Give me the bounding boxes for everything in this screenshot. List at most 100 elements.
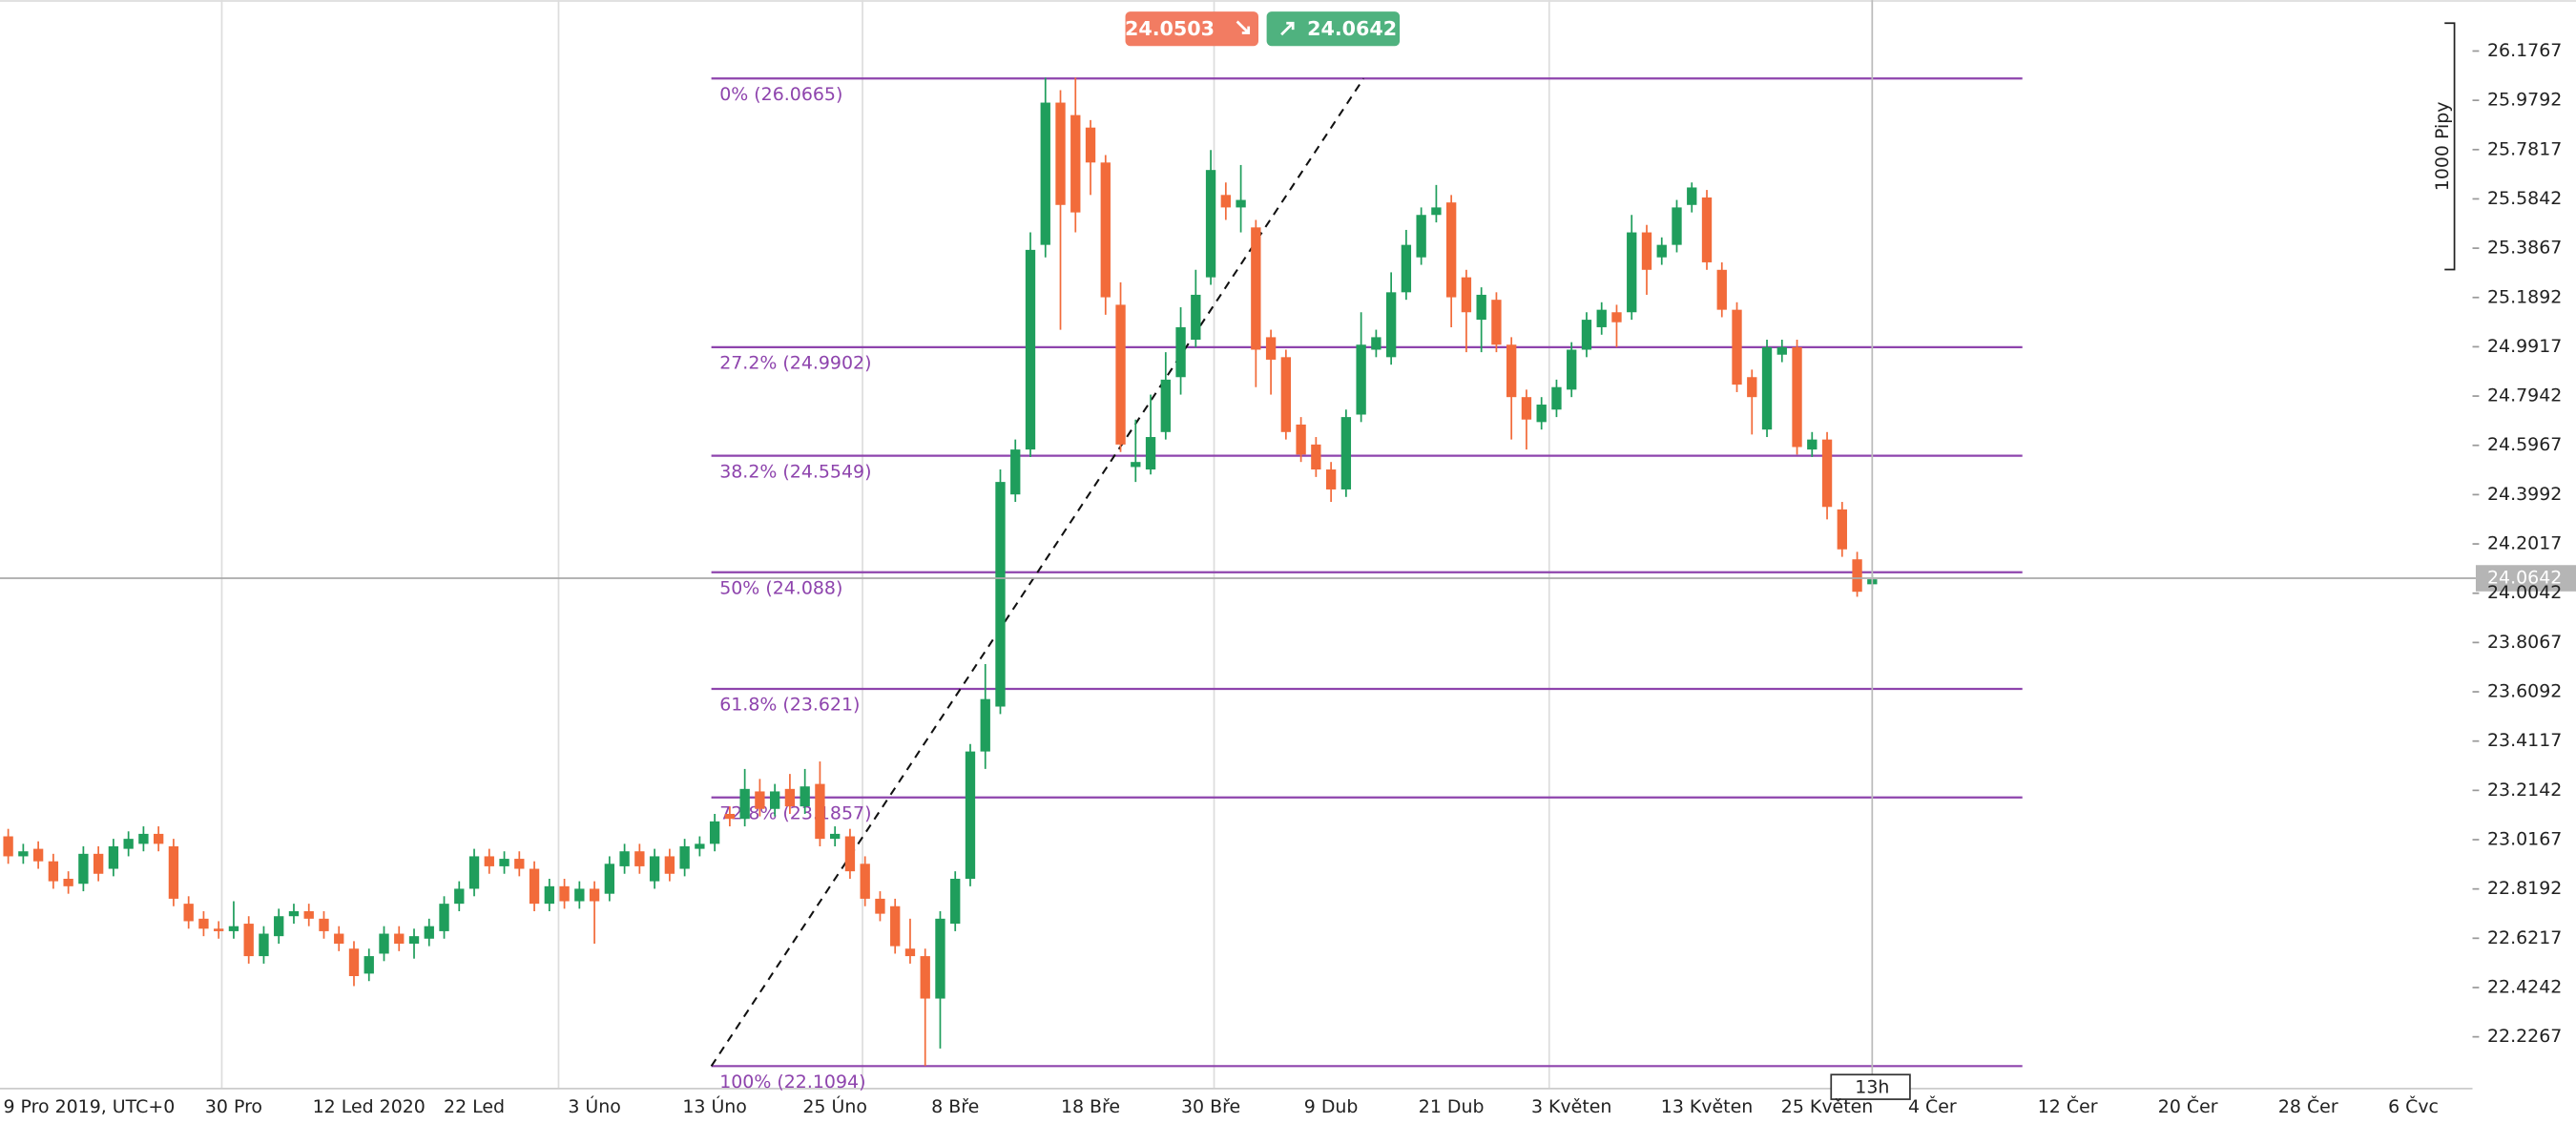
y-tick-label: 24.0042	[2487, 582, 2562, 603]
candle-body	[198, 918, 209, 929]
candle-body	[394, 933, 405, 944]
candle-body	[604, 864, 615, 894]
candle-body	[1852, 559, 1862, 593]
candle-body	[1445, 202, 1457, 298]
x-tick-label: 12 Led 2020	[313, 1096, 426, 1117]
x-tick-label: 22 Led	[444, 1096, 505, 1117]
candle-body	[1521, 397, 1532, 420]
candle-body	[589, 888, 600, 902]
candle-body	[499, 859, 509, 866]
candle-body	[559, 885, 570, 902]
overlay: 24.0503 24.0642 1000 Pipy 24.0642 13h	[0, 0, 2576, 1100]
candle-body	[1641, 232, 1652, 270]
candle-body	[168, 845, 179, 899]
candle-body	[965, 751, 976, 879]
candle-body	[860, 864, 870, 899]
x-tick-label: 13 Úno	[682, 1094, 747, 1117]
candle-body	[1205, 170, 1216, 278]
x-tick-label: 28 Čer	[2278, 1094, 2338, 1117]
candle-body	[890, 905, 901, 947]
fib-label: 0% (26.0665)	[719, 84, 842, 105]
candle-body	[709, 821, 720, 844]
fib-label: 61.8% (23.621)	[719, 695, 860, 716]
candle-body	[154, 833, 164, 844]
candle-body	[424, 926, 434, 939]
candle-body	[32, 848, 44, 862]
candle-body	[1010, 449, 1021, 495]
candle-body	[1687, 187, 1697, 205]
candle-body	[78, 853, 89, 885]
y-tick-label: 23.4117	[2487, 730, 2562, 751]
price-tag-label: 24.0642	[2487, 568, 2562, 589]
x-tick-label: 18 Bře	[1061, 1096, 1120, 1117]
time-tag	[1830, 1073, 1911, 1100]
bid-badge[interactable]	[1125, 11, 1259, 47]
candle-body	[514, 859, 525, 869]
candle-body	[63, 878, 73, 886]
candle-body	[995, 482, 1006, 707]
candle-body	[1807, 439, 1818, 450]
candle-body	[544, 885, 554, 905]
x-tick-label: 25 Úno	[802, 1094, 867, 1117]
candle-body	[1025, 249, 1036, 450]
candle-body	[920, 956, 930, 999]
candle-body	[1431, 207, 1442, 216]
x-tick-label: 21 Dub	[1419, 1096, 1485, 1117]
x-tick-label: 8 Bře	[931, 1096, 979, 1117]
x-tick-label: 6 Čvc	[2388, 1094, 2439, 1117]
candle-body	[1627, 232, 1637, 313]
x-tick-label: 25 Květen	[1781, 1096, 1873, 1117]
candle-body	[93, 853, 104, 874]
candle-body	[1611, 312, 1622, 323]
candle-body	[1371, 337, 1381, 350]
candle-body	[1251, 227, 1261, 350]
candle-body	[18, 851, 29, 857]
candle-body	[769, 791, 780, 809]
ask-badge[interactable]	[1266, 11, 1401, 47]
candle-body	[243, 924, 254, 957]
x-tick-label: 13 Květen	[1661, 1096, 1753, 1117]
fib-label: 100% (22.1094)	[719, 1072, 865, 1093]
x-tick-label: 9 Dub	[1304, 1096, 1359, 1117]
y-tick-label: 25.1892	[2487, 286, 2562, 307]
candle-body	[904, 948, 916, 957]
candle-body	[484, 856, 494, 866]
candle-body	[1761, 346, 1773, 430]
candle-body	[138, 833, 149, 844]
candle-body	[980, 698, 990, 752]
candle-body	[1356, 344, 1366, 415]
candle-body	[724, 813, 736, 820]
candle-body	[664, 856, 675, 874]
y-tick-label: 24.7942	[2487, 385, 2562, 406]
candle-body	[1265, 337, 1277, 360]
y-tick-label: 24.2017	[2487, 533, 2562, 554]
y-tick-label: 23.8067	[2487, 632, 2562, 653]
candle-body	[619, 851, 630, 866]
candle-body	[1821, 439, 1833, 508]
candle-body	[815, 783, 825, 840]
candle-body	[288, 910, 300, 917]
candle-body	[1776, 346, 1787, 355]
candle-body	[123, 839, 134, 849]
y-tick-label: 25.9792	[2487, 90, 2562, 111]
candle-body	[183, 904, 194, 922]
x-tick-label: 30 Pro	[205, 1096, 262, 1117]
fibonacci: 0% (26.0665) 27.2% (24.9902) 38.2% (24.554…	[710, 77, 2023, 1093]
candle-body	[1191, 294, 1201, 341]
candle-body	[1716, 269, 1727, 310]
candle-body	[108, 845, 119, 869]
candle-body	[1747, 377, 1757, 398]
candle-body	[1732, 309, 1742, 385]
candle-body	[784, 788, 796, 807]
candle-body	[1340, 417, 1352, 489]
fib-label: 38.2% (24.5549)	[719, 461, 871, 482]
candle-body	[1220, 195, 1231, 208]
candle-body	[739, 788, 750, 820]
x-tick-label: 30 Bře	[1181, 1096, 1240, 1117]
candle-body	[468, 856, 480, 889]
y-tick-label: 25.7817	[2487, 138, 2562, 159]
candle-body	[1100, 162, 1111, 298]
candle-body	[214, 928, 224, 931]
candle-body	[875, 898, 885, 914]
candle-body	[454, 888, 465, 905]
